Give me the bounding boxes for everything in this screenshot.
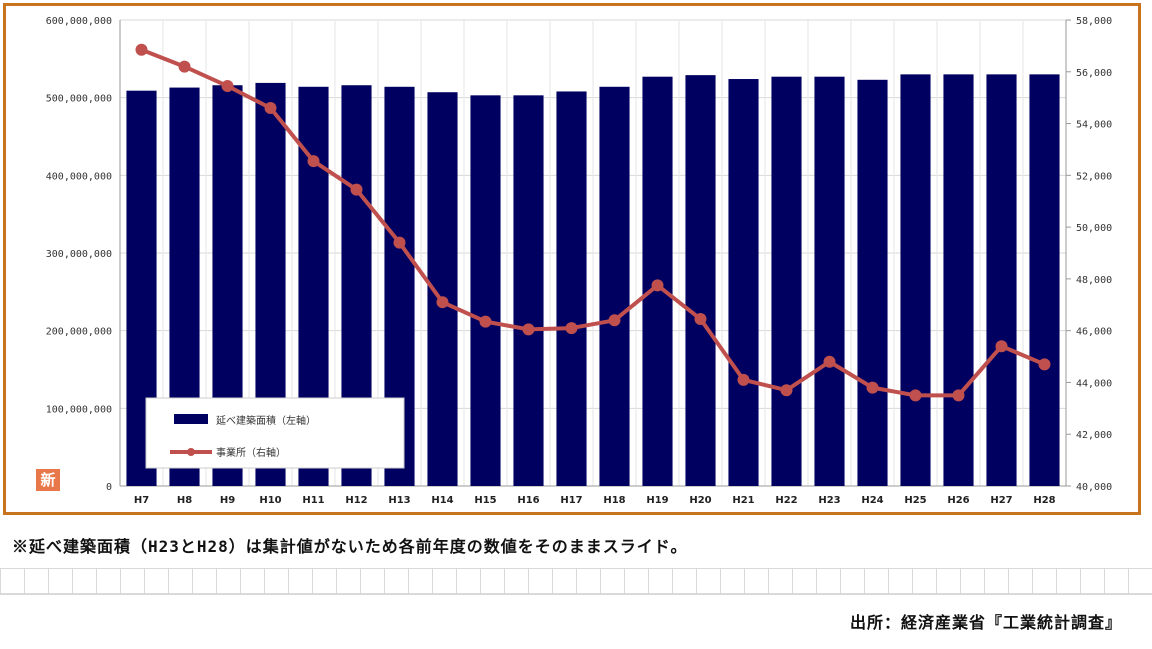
y-left-tick-label: 600,000,000	[46, 16, 112, 27]
bar	[556, 91, 587, 486]
line-point	[135, 43, 148, 56]
line-point	[1038, 358, 1051, 371]
x-tick-label: H28	[1033, 495, 1055, 506]
y-right-tick-label: 54,000	[1076, 120, 1112, 131]
footnote: ※延べ建築面積（H23とH28）は集計値がないため各前年度の数値をそのままスライ…	[12, 537, 688, 556]
x-tick-label: H17	[560, 495, 582, 506]
y-left-tick-label: 100,000,000	[46, 404, 112, 415]
x-tick-label: H7	[134, 495, 149, 506]
legend-label-bar: 延べ建築面積（左軸）	[216, 414, 316, 427]
legend-swatch-bar	[174, 414, 208, 424]
line-point	[393, 236, 406, 249]
line-point	[608, 314, 621, 327]
y-right-tick-label: 44,000	[1076, 378, 1112, 389]
bar	[771, 76, 802, 487]
y-left-tick-label: 300,000,000	[46, 249, 112, 260]
x-tick-label: H27	[990, 495, 1012, 506]
line-point	[307, 155, 320, 168]
x-tick-label: H19	[646, 495, 668, 506]
line-point	[909, 389, 922, 402]
line-point	[436, 296, 449, 309]
x-tick-label: H15	[474, 495, 496, 506]
line-point	[866, 381, 879, 394]
x-tick-label: H13	[388, 495, 410, 506]
x-tick-label: H8	[177, 495, 192, 506]
y-right-tick-label: 40,000	[1076, 482, 1112, 493]
line-point	[737, 373, 750, 386]
x-tick-label: H10	[259, 495, 281, 506]
bar	[599, 86, 630, 486]
x-tick-label: H26	[947, 495, 969, 506]
legend-label-line: 事業所（右軸）	[216, 446, 286, 459]
legend-box	[145, 397, 405, 469]
x-tick-label: H23	[818, 495, 840, 506]
x-tick-label: H14	[431, 495, 453, 506]
bar	[986, 74, 1017, 486]
line-point	[522, 323, 535, 336]
y-left-tick-label: 200,000,000	[46, 327, 112, 338]
y-left-tick-label: 500,000,000	[46, 94, 112, 105]
line-point	[178, 60, 191, 73]
x-tick-label: H25	[904, 495, 926, 506]
y-right-tick-label: 42,000	[1076, 430, 1112, 441]
x-tick-label: H16	[517, 495, 539, 506]
bar	[1029, 74, 1060, 486]
series-line	[140, 47, 1046, 398]
line-point	[350, 183, 363, 196]
bar	[513, 95, 544, 486]
x-tick-label: H20	[689, 495, 711, 506]
line-point	[651, 279, 664, 292]
y-left-tick-label: 400,000,000	[46, 171, 112, 182]
legend-swatch-marker	[187, 448, 195, 456]
source-citation: 出所：経済産業省『工業統計調査』	[849, 613, 1122, 632]
line-point	[479, 315, 492, 328]
line-point	[823, 355, 836, 368]
y-left-tick-label: 0	[106, 482, 112, 493]
chart-frame: 0 100,000,000 200,000,000 300,000,000 400,00…	[3, 3, 1141, 515]
y-right-tick-label: 50,000	[1076, 223, 1112, 234]
y-right-tick-label: 56,000	[1076, 68, 1112, 79]
line-point	[952, 389, 965, 402]
bar	[900, 74, 931, 486]
x-tick-label: H24	[861, 495, 883, 506]
bar	[685, 75, 716, 486]
x-tick-label: H9	[220, 495, 235, 506]
combo-chart: 0 100,000,000 200,000,000 300,000,000 400,00…	[46, 16, 1112, 506]
line-point	[264, 102, 277, 115]
line-point	[694, 313, 707, 326]
y-right-tick-label: 52,000	[1076, 171, 1112, 182]
line-point	[995, 340, 1008, 353]
x-tick-label: H12	[345, 495, 367, 506]
bar	[857, 79, 888, 486]
bar	[943, 74, 974, 486]
y-right-tick-label: 46,000	[1076, 327, 1112, 338]
line-point	[221, 80, 234, 93]
bar	[470, 95, 501, 486]
line-point	[780, 384, 793, 397]
x-tick-label: H21	[732, 495, 754, 506]
bar	[814, 76, 845, 487]
bar	[728, 79, 759, 486]
y-right-tick-label: 58,000	[1076, 16, 1112, 27]
y-right-tick-label: 48,000	[1076, 275, 1112, 286]
logo-badge: 新	[36, 469, 60, 491]
spreadsheet-blank-row	[0, 594, 1152, 649]
x-tick-label: H11	[302, 495, 324, 506]
x-tick-label: H22	[775, 495, 797, 506]
line-point	[565, 322, 578, 335]
x-tick-label: H18	[603, 495, 625, 506]
